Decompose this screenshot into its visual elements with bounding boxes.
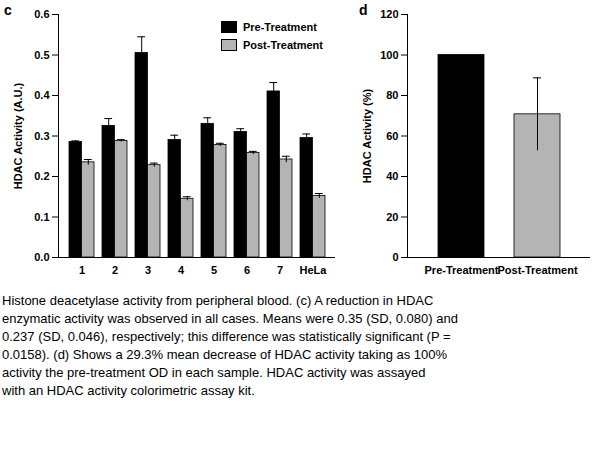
svg-text:60: 60 — [386, 130, 398, 142]
svg-text:0.0: 0.0 — [34, 251, 49, 263]
svg-text:HeLa: HeLa — [300, 264, 328, 276]
svg-text:2: 2 — [112, 264, 118, 276]
svg-text:0.4: 0.4 — [34, 89, 50, 101]
html-text:c: c — [4, 2, 12, 18]
svg-text:120: 120 — [380, 8, 398, 20]
html-text:0.0158). (d) Shows a 29.3% mea: 0.0158). (d) Shows a 29.3% mean decrease… — [2, 347, 448, 362]
svg-text:HDAC Activity (%): HDAC Activity (%) — [361, 89, 373, 184]
html-text:d: d — [359, 2, 368, 18]
svg-text:80: 80 — [386, 89, 398, 101]
svg-text:3: 3 — [145, 264, 151, 276]
html-text:Histone deacetylase activity f: Histone deacetylase activity from periph… — [2, 293, 434, 308]
svg-text:20: 20 — [386, 211, 398, 223]
html-text:with an HDAC activity colorime: with an HDAC activity colorimetric assay… — [2, 383, 255, 398]
svg-text:40: 40 — [386, 170, 398, 182]
svg-text:0.5: 0.5 — [34, 49, 49, 61]
svg-text:0.3: 0.3 — [34, 130, 49, 142]
html-text:Post-Treatment: Post-Treatment — [242, 39, 323, 51]
svg-text:0.6: 0.6 — [34, 8, 49, 20]
svg-text:Post-Treatment: Post-Treatment — [497, 264, 577, 276]
svg-text:6: 6 — [244, 264, 250, 276]
svg-text:4: 4 — [178, 264, 185, 276]
svg-text:0: 0 — [392, 251, 398, 263]
svg-text:5: 5 — [211, 264, 217, 276]
html-text:Pre-Treatment: Pre-Treatment — [242, 21, 317, 33]
svg-text:0.2: 0.2 — [34, 170, 49, 182]
html-text:0.237 (SD, 0.046), respectivel: 0.237 (SD, 0.046), respectively; this di… — [2, 329, 451, 344]
svg-text:100: 100 — [380, 49, 398, 61]
svg-text:7: 7 — [277, 264, 283, 276]
html-text:enzymatic activity was observe: enzymatic activity was observed in all c… — [2, 311, 458, 326]
svg-text:HDAC Activity (A.U.): HDAC Activity (A.U.) — [12, 82, 24, 189]
svg-text:0.1: 0.1 — [34, 211, 49, 223]
html-text:activity the pre-treatment OD: activity the pre-treatment OD in each sa… — [2, 365, 426, 380]
svg-text:Pre-Treatment: Pre-Treatment — [425, 264, 499, 276]
svg-text:1: 1 — [79, 264, 85, 276]
